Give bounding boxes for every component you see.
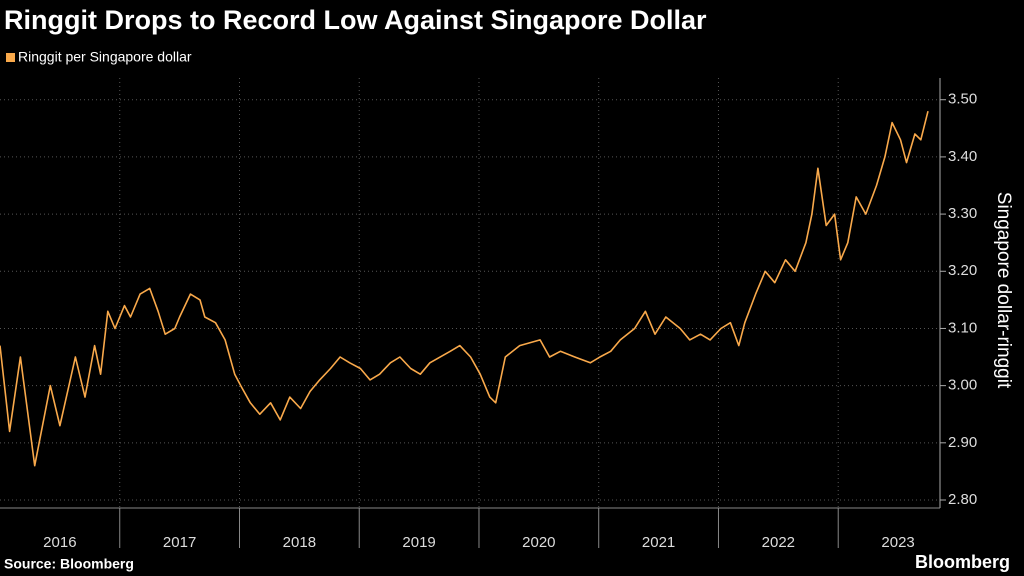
line-series [0, 111, 929, 467]
y-tick-label: 3.50 [948, 91, 977, 108]
y-tick-label: 3.00 [948, 377, 977, 394]
legend-swatch [6, 53, 15, 62]
y-tick-label: 3.10 [948, 319, 977, 336]
x-tick-label: 2021 [642, 534, 675, 551]
chart-title: Ringgit Drops to Record Low Against Sing… [4, 5, 707, 35]
source: Source: Bloomberg [4, 556, 134, 572]
x-tick-label: 2016 [43, 534, 76, 551]
y-tick-label: 3.30 [948, 205, 977, 222]
x-tick-label: 2023 [881, 534, 914, 551]
x-tick-label: 2020 [522, 534, 555, 551]
x-tick-label: 2018 [283, 534, 316, 551]
y-tick-label: 3.20 [948, 262, 977, 279]
legend-label: Ringgit per Singapore dollar [18, 49, 192, 65]
x-tick-label: 2019 [402, 534, 435, 551]
x-tick-label: 2022 [762, 534, 795, 551]
y-tick-label: 3.40 [948, 148, 977, 165]
y-tick-label: 2.80 [948, 491, 977, 508]
y-tick-label: 2.90 [948, 434, 977, 451]
y-axis-label: Singapore dollar-ringgit [993, 192, 1014, 389]
brand: Bloomberg [915, 552, 1010, 572]
x-tick-label: 2017 [163, 534, 196, 551]
